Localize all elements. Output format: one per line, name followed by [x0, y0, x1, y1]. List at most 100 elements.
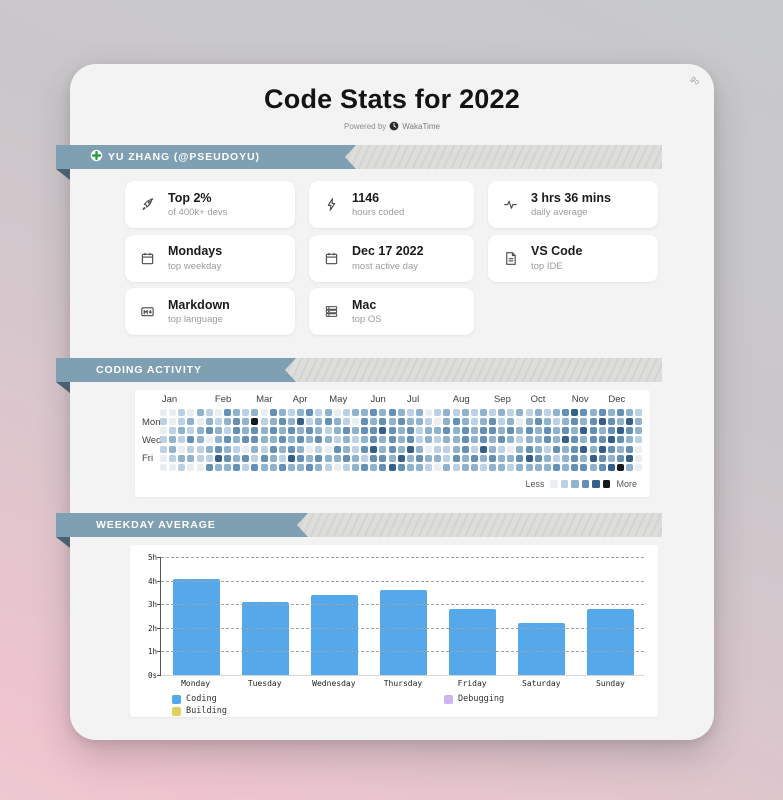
heatmap-cell [470, 427, 478, 435]
heatmap-cell [617, 409, 625, 416]
heatmap-cell [370, 409, 378, 416]
heatmap-cell [205, 445, 213, 453]
heatmap-cell [479, 445, 487, 453]
stat-subtitle: daily average [531, 207, 588, 219]
heatmap-cell [361, 409, 369, 416]
heatmap-cell [342, 427, 350, 435]
legend-label: Debugging [458, 694, 505, 704]
heatmap-cell [379, 463, 387, 471]
heatmap-cell [516, 409, 524, 416]
stat-card-daily-average: 3 hrs 36 mins daily average [488, 181, 658, 228]
wakatime-logo-icon [389, 121, 399, 131]
heatmap-legend-swatch [571, 480, 579, 488]
legend-swatch [444, 694, 453, 704]
heatmap-cell [397, 436, 405, 444]
heatmap-cell [196, 418, 204, 426]
heatmap-cell [525, 409, 533, 416]
heatmap-cell [351, 436, 359, 444]
heatmap-cell [342, 454, 350, 462]
heatmap-cell [315, 454, 323, 462]
heatmap-cell [342, 445, 350, 453]
heatmap-cell [242, 427, 250, 435]
heatmap-cell [160, 418, 167, 426]
heatmap-cell [498, 418, 506, 426]
heatmap-cell [169, 463, 177, 471]
bar-chart-gridline [161, 604, 644, 606]
heatmap-cell [233, 445, 241, 453]
heatmap-cell [470, 463, 478, 471]
heatmap-cell [607, 436, 615, 444]
heatmap-cell [196, 445, 204, 453]
bar [380, 589, 427, 675]
heatmap-cell [425, 463, 433, 471]
heatmap-cell [415, 454, 423, 462]
brand-name: WakaTime [402, 121, 440, 131]
heatmap-cell [178, 409, 186, 416]
heatmap-cell [443, 463, 451, 471]
heatmap-cell [242, 418, 250, 426]
heatmap-cell [306, 445, 314, 453]
heatmap-cell [178, 418, 186, 426]
heatmap-cell [452, 418, 460, 426]
heatmap-cell [425, 409, 433, 416]
heatmap-cell [479, 418, 487, 426]
heatmap-cell [306, 409, 314, 416]
bar-chart-y-tick-label: 3h [147, 600, 157, 610]
heatmap-cell [297, 409, 305, 416]
heatmap-cell [406, 463, 414, 471]
bar-chart-x-label: Thursday [383, 679, 423, 688]
heatmap-cell [260, 409, 268, 416]
heatmap-cell [516, 454, 524, 462]
heatmap-cell [553, 436, 561, 444]
user-ribbon: YU ZHANG (@PSEUDOYU) [56, 145, 676, 181]
heatmap-cell [534, 418, 542, 426]
heatmap-cell [461, 409, 469, 416]
heatmap-cell [553, 409, 561, 416]
heatmap-cell [342, 463, 350, 471]
weekday-average-chart: 5h 4h 3h 2h 1h 0s Monday Tuesday Wednesday Thurs… [130, 545, 658, 717]
heatmap-month-label: Nov [571, 394, 589, 405]
heatmap-month-label: Sep [493, 394, 511, 405]
heatmap-cell [169, 436, 177, 444]
heatmap-cell [598, 436, 606, 444]
heatmap-cell [233, 463, 241, 471]
bar-chart-gridline [161, 675, 644, 676]
heatmap-cell [361, 427, 369, 435]
heatmap-cell [571, 454, 579, 462]
bar-chart-x-label: Friday [457, 679, 487, 688]
heatmap-cell [169, 427, 177, 435]
heatmap-cell [315, 463, 323, 471]
heatmap-cell [342, 409, 350, 416]
heatmap-cell [233, 409, 241, 416]
heatmap-cell [397, 463, 405, 471]
heatmap-cell [178, 454, 186, 462]
heatmap-cell [214, 445, 222, 453]
heatmap-cell [607, 409, 615, 416]
heatmap-cell [479, 409, 487, 416]
heatmap-cell [169, 418, 177, 426]
heatmap-cell [333, 427, 341, 435]
heatmap-cell [479, 463, 487, 471]
heatmap-legend-less: Less [525, 479, 545, 489]
heatmap-cell [580, 436, 588, 444]
bar-chart-tick [157, 604, 161, 606]
heatmap-cell [543, 436, 551, 444]
heatmap-cell [498, 463, 506, 471]
heatmap-cell [443, 436, 451, 444]
heatmap-cell [214, 454, 222, 462]
heatmap-cell [370, 454, 378, 462]
heatmap-cell [242, 409, 250, 416]
heatmap-cell [589, 418, 597, 426]
heatmap-cell [370, 445, 378, 453]
heatmap-cell [507, 427, 515, 435]
heatmap-cell [278, 463, 286, 471]
heatmap-cell [260, 436, 268, 444]
heatmap-cell [351, 427, 359, 435]
heatmap-cell [498, 445, 506, 453]
heatmap-cell [607, 427, 615, 435]
heatmap-month-label: Jun [370, 394, 386, 405]
heatmap-cell [324, 445, 332, 453]
heatmap-cell [571, 409, 579, 416]
heatmap-cell [607, 445, 615, 453]
heatmap-cell [461, 436, 469, 444]
